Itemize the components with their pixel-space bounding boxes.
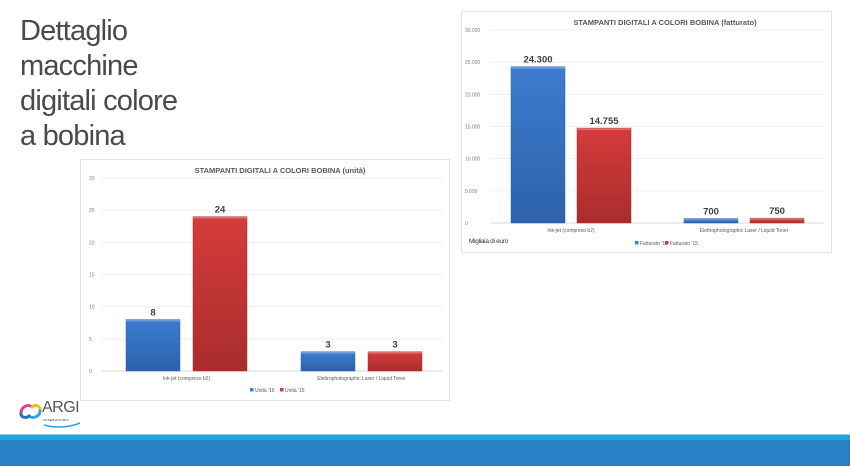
footer-highlight — [0, 434, 850, 435]
bar-highlight — [368, 351, 422, 354]
y-tick-label: 5.000 — [465, 189, 478, 195]
bar-highlight — [750, 218, 804, 221]
slide-title-line: a bobina — [20, 120, 126, 152]
bar-unita-0-0 — [125, 319, 181, 372]
data-label: 750 — [769, 206, 785, 217]
chart-unita-svg: STAMPANTI DIGITALI A COLORI BOBINA (unit… — [89, 166, 443, 394]
y-tick-label: 15.000 — [465, 125, 481, 131]
y-tick-label: 25.000 — [465, 60, 481, 66]
x-category-label: Elettrophotographic Laser / Liquid Toner — [700, 228, 789, 234]
slide-title-line: digitali colore — [20, 85, 178, 117]
y-tick-label: 5 — [89, 337, 92, 343]
bar-fatturato-0-1 — [683, 218, 739, 224]
chart-title: STAMPANTI DIGITALI A COLORI BOBINA (fatt… — [573, 18, 757, 27]
chart-title: STAMPANTI DIGITALI A COLORI BOBINA (unit… — [195, 166, 366, 175]
data-label: 3 — [325, 340, 330, 351]
bar-fatturato-0-0 — [510, 66, 566, 224]
bar-fatturato-1-0 — [576, 127, 632, 224]
bar-highlight — [126, 319, 180, 322]
slide-title-line: Dettaglio — [20, 15, 128, 47]
data-label: 3 — [392, 340, 397, 351]
legend-swatch-1 — [280, 388, 284, 392]
chart-unita: STAMPANTI DIGITALI A COLORI BOBINA (unit… — [80, 159, 450, 401]
y-tick-label: 0 — [89, 369, 92, 375]
y-tick-label: 30.000 — [465, 28, 481, 34]
logo-name: ARGI — [42, 399, 80, 416]
logo-subtitle: OSSERVATORIO — [43, 418, 69, 422]
slide-title-line: macchine — [20, 50, 139, 82]
legend-swatch-1 — [665, 241, 669, 245]
chart-fatturato: STAMPANTI DIGITALI A COLORI BOBINA (fatt… — [461, 11, 832, 253]
bar-unita-1-0 — [192, 216, 248, 372]
footer-stripe — [0, 435, 850, 440]
data-label: 24.300 — [523, 55, 552, 66]
bar-highlight — [301, 351, 355, 354]
y-tick-label: 30 — [89, 176, 95, 182]
x-category-label: Ink-jet (compreso b2) — [547, 228, 595, 234]
data-label: 24 — [215, 205, 226, 216]
chart-fatturato-svg: STAMPANTI DIGITALI A COLORI BOBINA (fatt… — [465, 18, 824, 247]
legend-label: Fatturato '15 — [670, 241, 698, 247]
bar-highlight — [511, 66, 565, 69]
y-tick-label: 20.000 — [465, 92, 481, 98]
legend-label: Fatturato '16 — [640, 241, 668, 247]
data-label: 8 — [150, 308, 155, 319]
legend-label: Unità '15 — [285, 388, 305, 394]
y-tick-label: 10 — [89, 305, 95, 311]
bar-fatturato-1-1 — [749, 217, 805, 224]
argi-swirl-icon — [19, 404, 42, 419]
bar-highlight — [577, 128, 631, 131]
footer-band — [0, 435, 850, 466]
y-tick-label: 15 — [89, 273, 95, 279]
bar-highlight — [684, 218, 738, 221]
logo-swoosh-icon — [43, 422, 81, 428]
bar-highlight — [193, 216, 247, 219]
y-tick-label: 10.000 — [465, 157, 481, 163]
data-label: 14.755 — [589, 116, 619, 127]
y-tick-label: 25 — [89, 208, 95, 214]
legend-label: Unità '16 — [255, 388, 275, 394]
slide-title: Dettaglio macchine digitali colore a bob… — [20, 14, 178, 154]
y-tick-label: 0 — [465, 221, 468, 227]
legend-swatch-0 — [635, 241, 639, 245]
bar-unita-1-1 — [367, 351, 423, 372]
x-category-label: Ink-jet (compreso b2) — [163, 376, 211, 382]
x-category-label: Elettrophotographic Laser / Liquid Toner — [317, 376, 406, 382]
chart-unit-note: Migliaia di euro — [469, 238, 509, 245]
y-tick-label: 20 — [89, 240, 95, 246]
argi-logo: ARGI OSSERVATORIO — [18, 399, 81, 429]
legend-swatch-0 — [250, 388, 254, 392]
bar-unita-0-1 — [300, 351, 356, 372]
data-label: 700 — [703, 206, 719, 217]
